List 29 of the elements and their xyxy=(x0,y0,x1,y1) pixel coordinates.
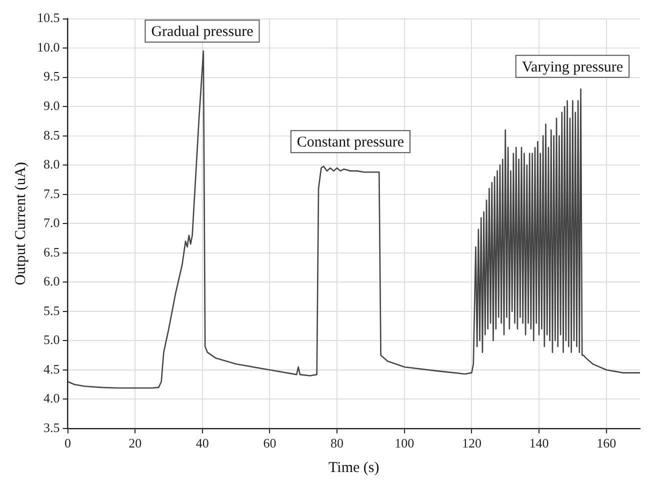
annotation: Varying pressure xyxy=(522,59,624,76)
x-tick-label: 20 xyxy=(128,436,142,451)
x-tick-label: 40 xyxy=(196,436,209,451)
x-tick-label: 140 xyxy=(529,436,549,451)
y-tick-label: 4.5 xyxy=(44,361,60,376)
x-tick-label: 0 xyxy=(64,436,71,451)
y-tick-label: 9.5 xyxy=(44,68,60,84)
y-tick-label: 10.5 xyxy=(37,10,60,26)
y-tick-label: 5.5 xyxy=(44,302,60,318)
y-tick-label: 5.0 xyxy=(44,332,60,348)
x-axis-title: Time (s) xyxy=(328,460,380,476)
x-tick-label: 120 xyxy=(462,436,482,451)
y-tick-label: 10.0 xyxy=(37,39,60,54)
x-tick-label: 160 xyxy=(596,436,616,451)
y-tick-label: 6.0 xyxy=(44,274,60,289)
y-tick-label: 8.5 xyxy=(44,127,60,142)
y-tick-label: 4.0 xyxy=(44,390,60,406)
annotation: Constant pressure xyxy=(296,134,404,151)
y-tick-label: 9.0 xyxy=(44,98,60,113)
y-tick-label: 7.0 xyxy=(44,215,60,230)
y-axis-title: Output Current (uA) xyxy=(12,162,29,286)
y-tick-label: 8.0 xyxy=(44,156,60,172)
y-tick-label: 3.5 xyxy=(44,420,60,435)
annotation: Gradual pressure xyxy=(151,24,254,40)
x-tick-label: 60 xyxy=(263,436,276,451)
x-tick-label: 100 xyxy=(394,436,414,451)
y-tick-label: 7.5 xyxy=(44,186,60,201)
x-tick-label: 80 xyxy=(330,436,344,451)
y-tick-label: 6.5 xyxy=(44,244,60,260)
